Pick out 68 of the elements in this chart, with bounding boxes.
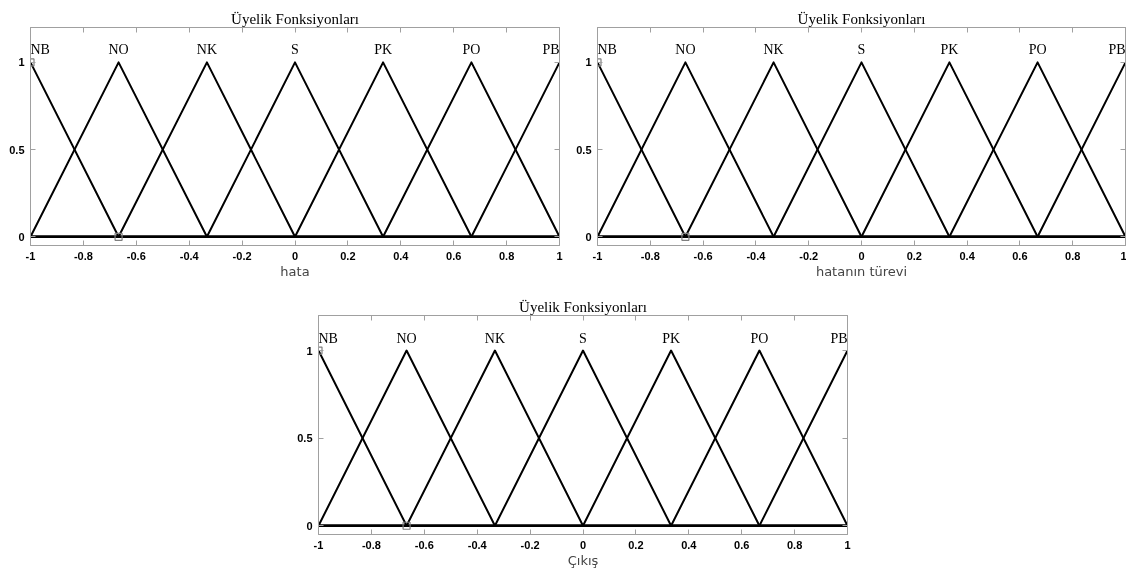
x-tick-label: -0.2 [799,249,819,262]
series-label: NO [675,42,696,58]
series-label: S [579,330,587,346]
x-tick-label: 0.2 [906,249,922,262]
x-tick-label: 0.6 [734,538,750,551]
series-label: NB [597,42,617,58]
x-tick-label: 0.6 [446,249,462,262]
series-label: PB [542,42,560,58]
series-label: NB [318,330,338,346]
x-tick-label: 0.8 [498,249,515,262]
series-label: S [291,42,299,58]
x-tick-label: -0.8 [361,538,381,551]
x-tick-label: -0.6 [414,538,434,551]
x-tick-label: 0.2 [340,249,356,262]
chart-title: Üyelik Fonksiyonları [797,10,926,27]
x-tick-label: -0.4 [746,249,767,262]
x-tick-label: 0.4 [681,538,698,551]
y-tick-label: 0 [18,230,25,243]
x-tick-label: -1 [592,249,603,262]
series-label: PO [1028,42,1047,58]
x-tick-label: -0.2 [232,249,252,262]
x-tick-label: -0.8 [73,249,93,262]
series-label: NK [196,42,218,58]
x-tick-label: 1 [844,538,851,551]
x-tick-label: -0.8 [640,249,660,262]
series-label: NK [484,330,506,346]
y-tick-label: 0 [585,230,592,243]
series-label: PO [750,330,769,346]
y-tick-label: 0.5 [576,143,592,156]
x-tick-label: -0.4 [179,249,200,262]
x-tick-label: 0.6 [1012,249,1028,262]
y-tick-label: 1 [18,56,25,69]
series-label: S [857,42,866,58]
x-axis-title: hata [280,263,310,279]
chart-title: Üyelik Fonksiyonları [231,10,359,27]
y-tick-label: 0.5 [9,143,25,156]
x-tick-label: 0 [291,249,299,262]
series-label: NO [108,42,129,58]
series-label: NB [30,42,50,58]
series-label: NK [763,42,784,58]
series-label: PO [462,42,481,58]
chart-title: Üyelik Fonksiyonları [519,298,647,315]
y-tick-label: 0.5 [297,432,313,445]
x-tick-label: 1 [556,249,563,262]
x-tick-label: -0.4 [467,538,488,551]
series-label: NO [396,330,417,346]
x-tick-label: 0.4 [393,249,410,262]
x-tick-label: 0 [858,249,865,262]
x-tick-label: 0.8 [1065,249,1081,262]
series-label: PK [662,330,681,346]
x-tick-label: 0.8 [786,538,803,551]
y-tick-label: 1 [306,344,313,357]
x-tick-label: 0.2 [628,538,644,551]
y-tick-label: 0 [306,519,313,532]
x-tick-label: -0.6 [126,249,146,262]
x-tick-label: -1 [25,249,36,262]
x-axis-title: Çıkış [567,552,599,568]
x-tick-label: -0.2 [520,538,540,551]
x-tick-label: -0.6 [693,249,713,262]
series-label: PK [374,42,393,58]
x-axis-title: hatanın türevi [815,263,908,279]
series-label: PB [1108,42,1126,58]
series-label: PK [940,42,959,58]
x-tick-label: 0.4 [959,249,976,262]
series-label: PB [830,330,848,346]
y-tick-label: 1 [585,56,592,69]
x-tick-label: 1 [1120,249,1126,262]
x-tick-label: -1 [313,538,324,551]
